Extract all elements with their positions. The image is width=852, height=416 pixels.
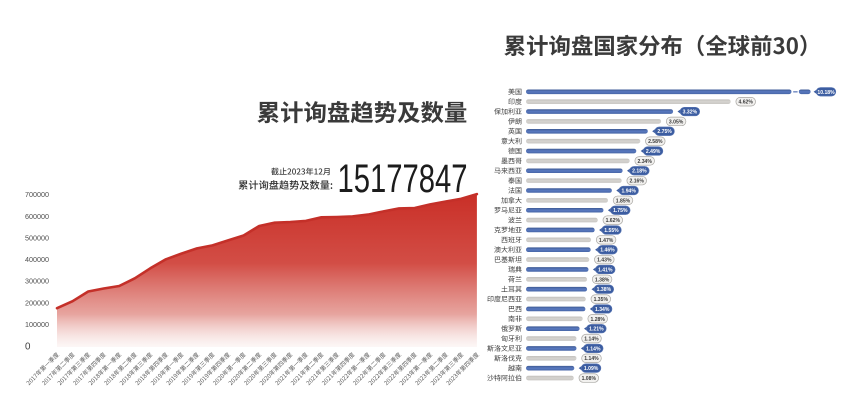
svg-text:400000: 400000 xyxy=(25,255,49,264)
svg-text:3.05%: 3.05% xyxy=(669,119,684,125)
svg-text:1.21%: 1.21% xyxy=(589,327,604,333)
svg-text:2.75%: 2.75% xyxy=(657,129,672,135)
svg-text:2.18%: 2.18% xyxy=(632,169,647,175)
svg-text:0: 0 xyxy=(25,342,31,353)
svg-text:1.55%: 1.55% xyxy=(604,228,619,234)
svg-text:4.62%: 4.62% xyxy=(738,100,753,106)
svg-text:15177847: 15177847 xyxy=(338,158,468,201)
svg-text:1.38%: 1.38% xyxy=(597,287,612,293)
svg-text:600000: 600000 xyxy=(25,212,49,221)
svg-text:2.16%: 2.16% xyxy=(629,179,644,185)
svg-text:1.41%: 1.41% xyxy=(598,267,613,273)
svg-text:1.75%: 1.75% xyxy=(613,208,628,214)
svg-text:1.08%: 1.08% xyxy=(582,376,597,382)
svg-text:1.34%: 1.34% xyxy=(595,307,610,313)
svg-text:1.35%: 1.35% xyxy=(594,297,609,303)
svg-text:10.18%: 10.18% xyxy=(817,90,835,96)
svg-text:100000: 100000 xyxy=(25,320,49,329)
svg-text:300000: 300000 xyxy=(25,277,49,286)
svg-text:1.14%: 1.14% xyxy=(586,346,601,352)
svg-text:500000: 500000 xyxy=(25,234,49,243)
svg-text:1.28%: 1.28% xyxy=(590,317,605,323)
svg-text:1.38%: 1.38% xyxy=(595,277,610,283)
svg-text:700000: 700000 xyxy=(25,190,49,199)
svg-text:1.62%: 1.62% xyxy=(606,218,621,224)
svg-text:2.49%: 2.49% xyxy=(646,149,661,155)
svg-text:2.34%: 2.34% xyxy=(637,159,652,165)
svg-text:1.14%: 1.14% xyxy=(584,337,599,343)
svg-text:200000: 200000 xyxy=(25,298,49,307)
svg-text:1.94%: 1.94% xyxy=(621,188,636,194)
svg-text:1.47%: 1.47% xyxy=(599,238,614,244)
svg-text:1.14%: 1.14% xyxy=(584,356,599,362)
svg-text:2.58%: 2.58% xyxy=(648,139,663,145)
svg-text:1.46%: 1.46% xyxy=(600,248,615,254)
svg-text:1.09%: 1.09% xyxy=(584,366,599,372)
svg-text:3.32%: 3.32% xyxy=(683,109,698,115)
svg-text:1.85%: 1.85% xyxy=(616,198,631,204)
svg-text:1.43%: 1.43% xyxy=(597,258,612,264)
